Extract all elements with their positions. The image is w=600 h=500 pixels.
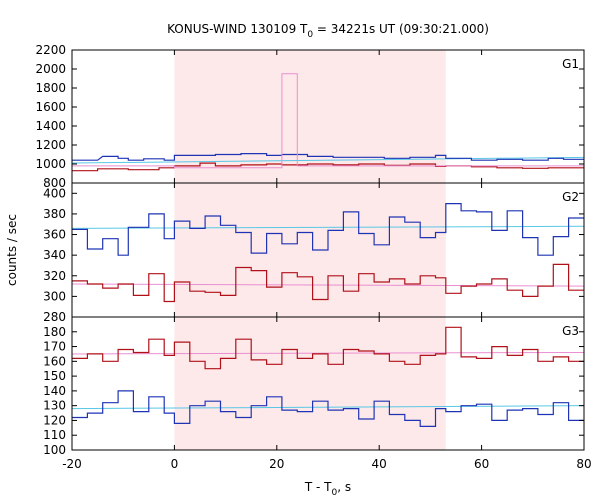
series-g1-blue — [72, 153, 584, 161]
y-tick-label: 400 — [43, 186, 66, 200]
panel-label-g2: G2 — [562, 190, 579, 204]
series-g2-red — [72, 263, 584, 303]
x-tick-label: 20 — [269, 457, 284, 471]
y-tick-label: 340 — [43, 248, 66, 262]
series-g3-blue — [72, 390, 584, 427]
baseline-g1-0 — [71, 156, 585, 164]
y-tick-label: 2200 — [35, 43, 66, 57]
highlight-interval — [174, 50, 446, 450]
y-tick-label: 320 — [43, 269, 66, 283]
baseline-g2-0 — [71, 225, 585, 229]
y-tick-label: 130 — [43, 399, 66, 413]
panel-frame-g3 — [71, 316, 585, 451]
x-tick-label: 40 — [372, 457, 387, 471]
y-tick-label: 1000 — [35, 157, 66, 171]
y-tick-label: 1200 — [35, 138, 66, 152]
x-tick-label: -20 — [62, 457, 82, 471]
chart-title: KONUS-WIND 130109 T0 = 34221s UT (09:30:… — [167, 22, 489, 40]
x-tick-label: 0 — [171, 457, 179, 471]
y-tick-label: 1600 — [35, 100, 66, 114]
y-tick-label: 1400 — [35, 119, 66, 133]
series-g3-red — [72, 326, 584, 370]
y-tick-label: 360 — [43, 228, 66, 242]
panel-label-g1: G1 — [562, 57, 579, 71]
x-tick-label: 80 — [576, 457, 591, 471]
series-g1-red — [72, 162, 584, 172]
baseline-g3-0 — [71, 351, 585, 355]
x-tick-label: 60 — [474, 457, 489, 471]
y-tick-label: 380 — [43, 207, 66, 221]
y-tick-label: 2000 — [35, 62, 66, 76]
y-tick-label: 800 — [43, 176, 66, 190]
panel-label-g3: G3 — [562, 324, 579, 338]
y-tick-label: 160 — [43, 354, 66, 368]
y-tick-label: 110 — [43, 428, 66, 442]
y-tick-label: 180 — [43, 325, 66, 339]
series-g1-pink — [72, 73, 584, 169]
y-tick-label: 100 — [43, 443, 66, 457]
y-tick-label: 140 — [43, 384, 66, 398]
y-tick-label: 150 — [43, 369, 66, 383]
y-tick-label: 1800 — [35, 81, 66, 95]
series-g2-blue — [72, 203, 584, 256]
x-axis-label: T - T0, s — [304, 480, 351, 498]
y-tick-label: 300 — [43, 289, 66, 303]
y-tick-label: 280 — [43, 310, 66, 324]
y-tick-label: 170 — [43, 340, 66, 354]
y-tick-label: 120 — [43, 413, 66, 427]
y-axis-label: counts / sec — [5, 214, 19, 286]
